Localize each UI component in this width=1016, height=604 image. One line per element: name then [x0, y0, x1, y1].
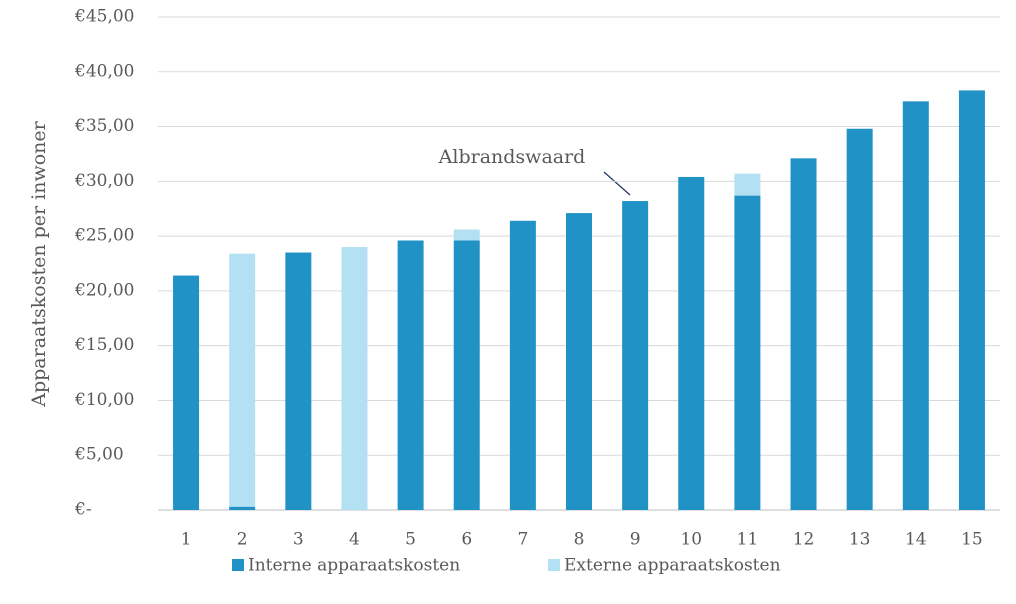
- y-axis-label: Apparaatskosten per inwoner: [28, 120, 50, 407]
- y-tick-label: €20,00: [74, 280, 134, 300]
- y-tick-label: €40,00: [74, 61, 134, 81]
- x-tick-label: 7: [517, 530, 528, 550]
- bar-segment: [734, 195, 761, 510]
- bar-segment: [958, 90, 985, 510]
- y-tick-label: €10,00: [74, 390, 134, 410]
- annotation: Albrandswaard: [438, 146, 586, 168]
- bar-segment: [509, 220, 536, 511]
- y-tick-label: €30,00: [74, 171, 134, 191]
- legend-label: Externe apparaatskosten: [564, 556, 781, 576]
- y-tick-label: €5,00: [74, 445, 124, 465]
- bar-segment: [622, 201, 649, 510]
- x-tick-label: 11: [737, 530, 759, 550]
- x-tick-label: 12: [793, 530, 815, 550]
- x-tick-label: 2: [237, 530, 248, 550]
- bar-segment: [846, 128, 873, 510]
- y-tick-label: €25,00: [74, 226, 134, 246]
- x-tick-label: 3: [293, 530, 304, 550]
- bar-segment: [173, 275, 200, 510]
- bar-segment: [285, 252, 312, 511]
- x-tick-label: 13: [849, 530, 871, 550]
- bar-segment: [734, 173, 761, 196]
- y-tick-label: €-: [74, 500, 92, 520]
- legend-swatch: [232, 559, 244, 571]
- y-tick-label: €35,00: [74, 116, 134, 136]
- x-tick-label: 9: [630, 530, 641, 550]
- bar-segment: [790, 158, 817, 510]
- legend-label: Interne apparaatskosten: [248, 556, 460, 576]
- bar-segment: [453, 229, 480, 241]
- bar-segment: [229, 253, 256, 507]
- x-tick-label: 6: [461, 530, 472, 550]
- x-tick-label: 8: [574, 530, 585, 550]
- x-tick-label: 4: [349, 530, 360, 550]
- bar-segment: [902, 101, 929, 510]
- legend-swatch: [548, 559, 560, 571]
- annotation-leader: [603, 171, 631, 196]
- x-tick-label: 10: [680, 530, 702, 550]
- bar-segment: [397, 240, 424, 510]
- y-tick-label: €15,00: [74, 335, 134, 355]
- bar-segment: [566, 213, 592, 511]
- bar-segment: [229, 506, 256, 510]
- bar-segment: [453, 240, 480, 510]
- x-tick-label: 1: [181, 530, 192, 550]
- bar-segment: [678, 176, 705, 510]
- x-tick-label: 15: [961, 530, 983, 550]
- x-tick-label: 5: [405, 530, 416, 550]
- y-tick-label: €45,00: [74, 7, 134, 27]
- bar-segment: [341, 247, 368, 511]
- x-tick-label: 14: [905, 530, 927, 550]
